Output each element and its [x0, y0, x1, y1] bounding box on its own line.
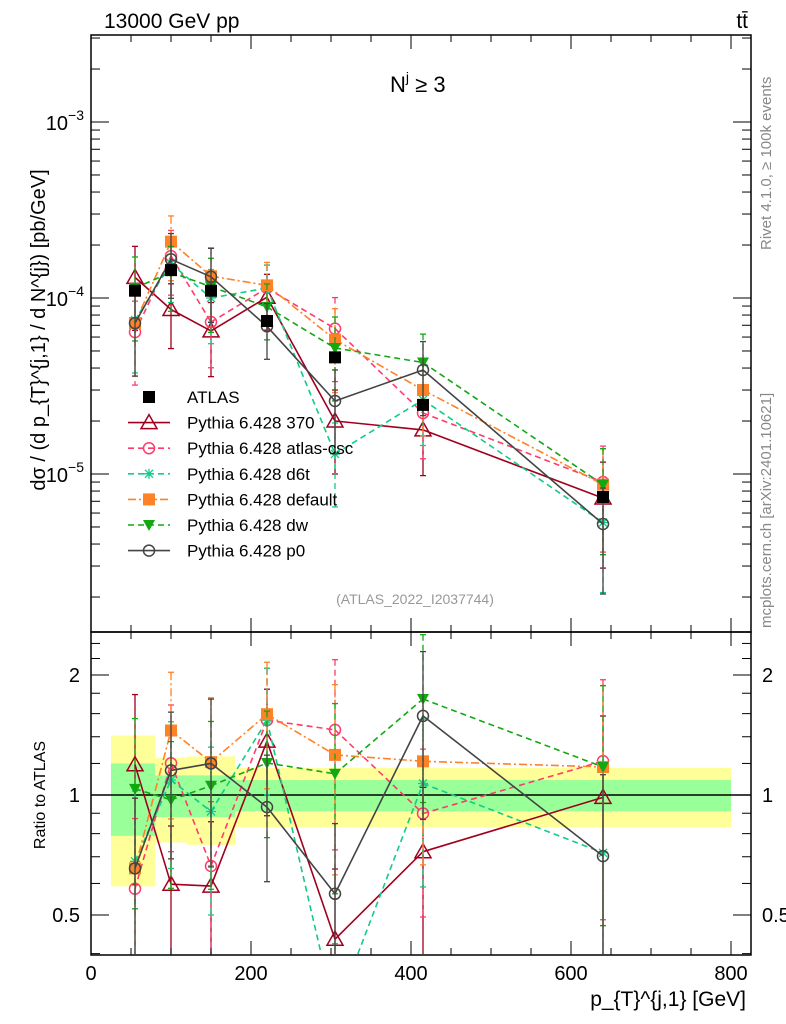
- pythia-6-428-p0-point: [328, 887, 342, 901]
- ratio-axis-label: Ratio to ATLAS: [32, 741, 49, 849]
- legend-marker-pythia-6-428-370: [139, 413, 159, 430]
- pythia-6-428-dw-line: [134, 698, 604, 801]
- legend-label-pythia-6-428-atlas-csc: Pythia 6.428 atlas-csc: [187, 439, 354, 458]
- ratio-plot-marks: [125, 634, 613, 955]
- x-tick-label: 200: [234, 963, 267, 985]
- plot-title: Nj ≥ 3: [390, 69, 446, 97]
- pythia-6-428-dw-point: [597, 761, 609, 773]
- pythia-6-428-p0-line: [134, 715, 604, 895]
- legend-marker-atlas: [143, 391, 155, 403]
- legend-label-pythia-6-428-p0: Pythia 6.428 p0: [187, 542, 305, 561]
- pythia-6-428-370-point: [161, 300, 181, 317]
- pythia-6-428-p0-point: [164, 764, 178, 777]
- pythia-6-428-p0-line: [134, 258, 604, 525]
- pythia-6-428-default-line: [134, 713, 604, 869]
- axes: 0 200 400 600 800 10−3 10−4 10−5 0.5 0.5 1 1 2 2: [46, 35, 786, 985]
- ratio-frame: [90, 631, 752, 956]
- pythia-6-428-dw-point: [129, 783, 141, 795]
- pythia-6-428-dw-point: [329, 768, 341, 780]
- atlas-point: [129, 284, 141, 297]
- x-tick-label: 800: [714, 963, 747, 985]
- atlas-point: [165, 264, 177, 277]
- pythia-6-428-default-line: [134, 241, 604, 486]
- x-tick-label: 600: [554, 963, 587, 985]
- legend-marker-pythia-6-428-dw: [143, 520, 155, 531]
- atlas-point: [329, 351, 341, 364]
- ratio-tick-label-right: 2: [762, 665, 773, 687]
- x-tick-label: 400: [394, 963, 427, 985]
- y-axis-label: dσ / (d p_{T}^{j,1} / d N^{j}) [pb/GeV]: [28, 169, 50, 490]
- pythia-6-428-p0-point: [328, 394, 342, 408]
- pythia-6-428-p0-point: [596, 517, 610, 531]
- y-tick-label: 10−5: [46, 459, 84, 487]
- pythia-6-428-p0-point: [416, 363, 430, 377]
- legend-label-pythia-6-428-default: Pythia 6.428 default: [187, 490, 338, 509]
- pythia-6-428-dw-line: [134, 271, 604, 486]
- y-tick-label: 10−3: [46, 107, 84, 135]
- pythia-6-428-370-line: [134, 740, 604, 940]
- legend-label-pythia-6-428-370: Pythia 6.428 370: [187, 414, 315, 433]
- pythia-6-428-atlas-csc-line: [134, 255, 604, 483]
- pythia-6-428-p0-point: [128, 316, 142, 330]
- atlas-point: [261, 315, 273, 328]
- atlas-point: [417, 398, 429, 411]
- energy-label: 13000 GeV pp: [104, 10, 239, 33]
- pythia-6-428-p0-point: [596, 849, 610, 863]
- legend-marker-pythia-6-428-d6t: [144, 468, 154, 479]
- pythia-6-428-p0-point: [128, 862, 142, 875]
- pythia-6-428-p0-point: [260, 800, 274, 814]
- analysis-id: (ATLAS_2022_I2037744): [336, 591, 494, 607]
- pythia-6-428-atlas-csc-line: [134, 719, 604, 890]
- source-label: mcplots.cern.ch [arXiv:2401.10621]: [758, 393, 775, 628]
- stat-uncertainty-band: [111, 763, 155, 836]
- legend-label-atlas: ATLAS: [187, 388, 240, 407]
- legend-marker-pythia-6-428-default: [143, 493, 155, 506]
- ratio-tick-label: 0.5: [52, 905, 80, 927]
- pythia-6-428-dw-point: [329, 342, 341, 354]
- legend: ATLAS Pythia 6.428 370 Pythia 6.428 atlas-…: [128, 388, 354, 561]
- x-tick-label: 0: [85, 963, 96, 985]
- pythia-6-428-p0-point: [204, 757, 218, 770]
- atlas-point: [597, 491, 609, 504]
- ratio-tick-label-right: 1: [762, 785, 773, 807]
- atlas-point: [205, 284, 217, 297]
- ratio-tick-label: 1: [69, 785, 80, 807]
- ratio-tick-label-right: 0.5: [762, 905, 786, 927]
- legend-label-pythia-6-428-d6t: Pythia 6.428 d6t: [187, 465, 310, 484]
- y-tick-label: 10−4: [46, 283, 84, 311]
- pythia-6-428-p0-point: [204, 270, 218, 284]
- rivet-label: Rivet 4.1.0, ≥ 100k events: [758, 77, 775, 250]
- process-label: tt̄: [736, 10, 748, 33]
- pythia-6-428-370-point: [161, 874, 181, 891]
- main-plot-marks: [125, 215, 613, 595]
- legend-marker-pythia-6-428-p0: [142, 544, 156, 557]
- ratio-tick-label: 2: [69, 665, 80, 687]
- pythia-6-428-dw-point: [597, 479, 609, 491]
- x-axis-label: p_{T}^{j,1} [GeV]: [590, 988, 746, 1011]
- pythia-6-428-p0-point: [416, 709, 430, 723]
- legend-marker-pythia-6-428-atlas-csc: [142, 441, 156, 455]
- legend-label-pythia-6-428-dw: Pythia 6.428 dw: [187, 516, 309, 535]
